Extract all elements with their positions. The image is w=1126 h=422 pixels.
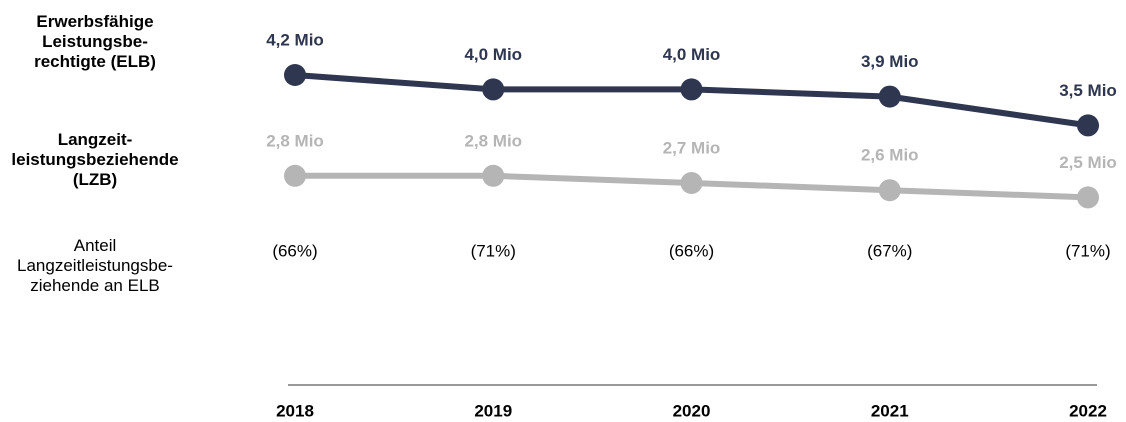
marker [1077, 186, 1099, 209]
share-label: Anteil Langzeitleistungsbe- ziehende an … [17, 236, 173, 295]
marker [1077, 114, 1099, 137]
value-label: 2,8 Mio [266, 131, 324, 150]
share-value: (67%) [867, 241, 912, 260]
marker [482, 164, 505, 187]
value-label: 4,0 Mio [464, 45, 522, 64]
value-label: 4,0 Mio [663, 45, 721, 64]
series-label: Erwerbsfähige Leistungsbe- rechtigte (EL… [34, 12, 156, 71]
marker [680, 172, 703, 194]
value-label: 3,9 Mio [861, 52, 919, 71]
share-value: (71%) [471, 241, 516, 260]
x-tick-label: 2019 [474, 401, 512, 420]
share-value: (71%) [1065, 241, 1110, 260]
share-value: (66%) [272, 241, 317, 260]
value-label: 3,5 Mio [1059, 81, 1117, 100]
value-label: 4,2 Mio [266, 30, 324, 49]
share-value: (66%) [669, 241, 714, 260]
x-tick-label: 2020 [673, 401, 711, 420]
marker [482, 78, 505, 101]
x-tick-label: 2021 [871, 401, 909, 420]
marker [878, 85, 901, 108]
value-label: 2,8 Mio [464, 131, 522, 150]
marker [284, 64, 306, 86]
value-label: 2,5 Mio [1059, 153, 1117, 172]
marker [878, 179, 901, 202]
value-label: 2,7 Mio [663, 138, 721, 157]
x-tick-label: 2022 [1069, 401, 1107, 420]
series-label: Langzeit- leistungsbeziehende (LZB) [11, 130, 179, 189]
x-tick-label: 2018 [276, 401, 314, 420]
marker [680, 78, 703, 101]
value-label: 2,6 Mio [861, 146, 919, 165]
marker [284, 164, 306, 187]
